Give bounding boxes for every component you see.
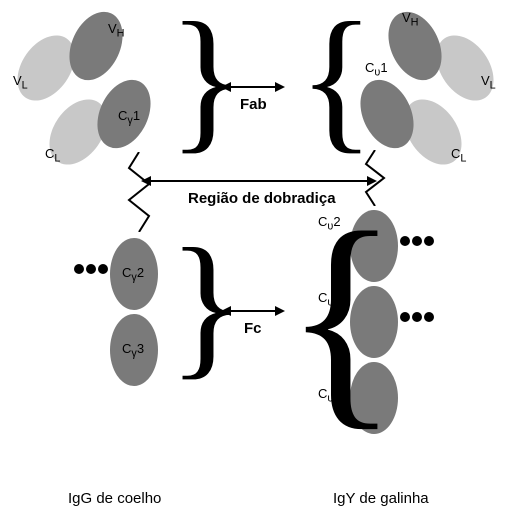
label-cg3: Cγ3	[122, 341, 144, 360]
brace-fc-left: }	[168, 224, 245, 384]
igg-glyco-dot	[86, 264, 96, 274]
igy-glyco-dot	[400, 236, 410, 246]
arrowhead	[221, 306, 231, 316]
title-right: IgY de galinha	[333, 490, 429, 507]
label-cl: CL	[45, 146, 60, 165]
label-fab: Fab	[240, 96, 267, 113]
label-fc: Fc	[244, 320, 262, 337]
label-vl-r: VL	[481, 73, 496, 92]
brace-fc-right: {	[284, 196, 399, 436]
label-cl-r: CL	[451, 146, 466, 165]
label-vl: VL	[13, 73, 28, 92]
arrowhead	[141, 176, 151, 186]
arrow-fab	[230, 86, 276, 88]
label-vh-r: VH	[402, 10, 419, 29]
igg-hinge	[119, 152, 159, 232]
label-vh: VH	[108, 21, 125, 40]
igg-vh	[59, 3, 133, 89]
igy-glyco-dot	[412, 312, 422, 322]
arrowhead	[221, 82, 231, 92]
antibody-diagram: VL VH CL Cγ1 Cγ2 Cγ3 VH VL CL Cυ1	[0, 0, 511, 527]
igg-glyco-dot	[74, 264, 84, 274]
label-cg1: Cγ1	[118, 108, 140, 127]
igy-glyco-dot	[424, 312, 434, 322]
igy-glyco-dot	[424, 236, 434, 246]
brace-fab-left: }	[168, 0, 245, 158]
igg-glyco-dot	[98, 264, 108, 274]
arrow-fc	[230, 310, 276, 312]
brace-fab-right: {	[298, 0, 375, 158]
arrow-hinge	[150, 180, 368, 182]
label-cg2: Cγ2	[122, 265, 144, 284]
igy-glyco-dot	[412, 236, 422, 246]
igy-glyco-dot	[400, 312, 410, 322]
label-hinge: Região de dobradiça	[188, 190, 336, 207]
arrowhead	[275, 82, 285, 92]
arrowhead	[367, 176, 377, 186]
title-left: IgG de coelho	[68, 490, 161, 507]
arrowhead	[275, 306, 285, 316]
